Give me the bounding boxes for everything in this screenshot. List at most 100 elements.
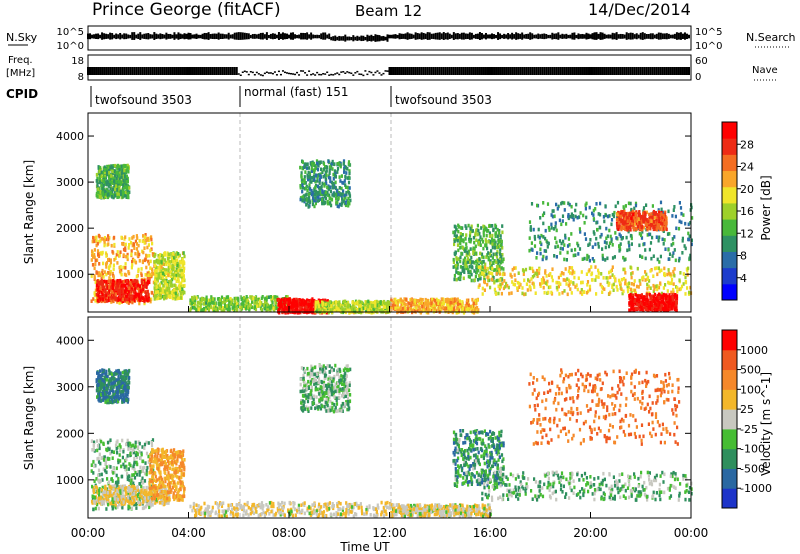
heatmap-cell [556,207,559,211]
heatmap-cell [242,304,245,308]
heatmap-cell [181,287,184,291]
heatmap-cell [267,295,270,299]
heatmap-cell [155,277,159,281]
heatmap-cell [131,236,134,240]
heatmap-cell [595,274,598,279]
heatmap-cell [157,276,161,280]
heatmap-cell [108,287,111,292]
heatmap-cell [344,176,347,180]
heatmap-cell [107,189,110,194]
heatmap-cell [191,299,194,303]
heatmap-cell [460,251,463,256]
heatmap-cell [474,274,477,279]
heatmap-cell [510,291,513,295]
heatmap-cell [453,242,456,247]
heatmap-cell [511,267,514,272]
heatmap-cell [113,190,116,194]
heatmap-cell [612,282,615,287]
heatmap-cell [666,289,669,293]
heatmap-cell [143,241,146,245]
freq-trace [87,67,690,77]
heatmap-cell [300,178,303,182]
heatmap-cell [109,184,112,189]
heatmap-cell [411,300,414,304]
heatmap-cell [496,264,499,269]
heatmap-cell [175,294,178,299]
heatmap-cell [535,272,539,276]
heatmap-cell [387,304,390,308]
heatmap-cell [308,200,312,204]
heatmap-cell [346,185,349,190]
heatmap-cell [307,166,310,170]
heatmap-cell [129,297,133,301]
heatmap-cell [339,179,342,183]
heatmap-cell [99,165,102,170]
heatmap-cell [624,204,627,208]
heatmap-cell [684,292,687,296]
heatmap-cell [231,306,234,310]
heatmap-cell [311,297,314,301]
heatmap-cell [100,299,103,304]
heatmap-cell [299,165,302,170]
heatmap-cell [277,298,280,303]
heatmap-cell [105,187,108,192]
heatmap-cell [549,285,552,289]
heatmap-cell [524,292,527,296]
heatmap-cell [308,183,311,187]
nsearch-tick-bottom: 10^0 [695,41,722,52]
heatmap-cell [147,292,150,297]
heatmap-cell [622,267,625,272]
heatmap-cell [220,295,224,300]
heatmap-cell [161,258,164,262]
heatmap-cell [403,297,406,301]
heatmap-cell [560,201,563,206]
heatmap-cell [148,253,151,258]
heatmap-cell [457,257,460,261]
heatmap-cell [613,210,616,215]
heatmap-cell [489,259,492,263]
heatmap-cell [90,274,93,278]
heatmap-cell [325,173,328,177]
heatmap-cell [678,201,681,205]
heatmap-cell [498,269,501,273]
heatmap-cell [623,267,626,272]
heatmap-cell [394,297,397,302]
heatmap-cell [320,192,323,196]
heatmap-cell [170,274,173,279]
heatmap-cell [213,301,216,306]
heatmap-cell [336,306,339,310]
heatmap-cell [601,247,604,251]
heatmap-cell [159,296,162,300]
heatmap-cell [432,303,435,307]
heatmap-cell [115,176,118,181]
heatmap-cell [533,234,536,239]
heatmap-cell [325,181,328,186]
heatmap-cell [297,298,300,302]
heatmap-cell [254,299,257,303]
heatmap-cell [100,294,103,299]
heatmap-cell [592,217,595,221]
heatmap-cell [223,297,226,301]
heatmap-cell [163,279,166,283]
heatmap-cell [603,219,606,224]
heatmap-cell [609,275,612,280]
heatmap-cell [585,201,588,206]
heatmap-cell [652,289,655,294]
heatmap-cell [94,236,97,240]
heatmap-cell [490,263,493,268]
heatmap-cell [594,278,597,282]
heatmap-cell [301,186,304,190]
heatmap-cell [477,228,480,233]
heatmap-cell [573,270,576,275]
heatmap-cell [264,297,267,301]
heatmap-cell [347,196,350,201]
heatmap-cell [326,201,329,206]
heatmap-cell [359,300,362,304]
heatmap-cell [465,264,468,268]
heatmap-cell [135,279,139,283]
heatmap-cell [406,305,409,309]
heatmap-cell [630,272,633,276]
heatmap-cell [433,306,436,311]
heatmap-cell [431,297,434,302]
heatmap-cell [465,242,468,246]
